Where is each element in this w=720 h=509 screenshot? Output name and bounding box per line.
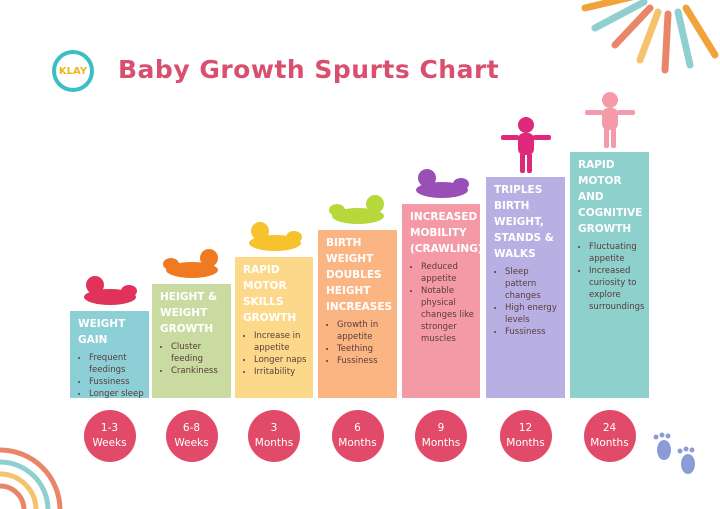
- age-unit: Weeks: [174, 437, 209, 449]
- stage-sign: Increased curiosity to explore surroundi…: [589, 265, 644, 313]
- stage-sign: Sleep pattern changes: [505, 266, 560, 302]
- age-number: 6-8: [182, 422, 201, 434]
- footprints-icon: [653, 432, 695, 474]
- stage-sign: Frequent feedings: [89, 352, 144, 376]
- stage-sign: Fluctuating appetite: [589, 241, 644, 265]
- baby-figure-icon: [501, 117, 551, 173]
- stage-signs: Growth in appetiteTeethingFussiness: [326, 319, 392, 367]
- stage-sign: Longer naps: [254, 354, 308, 366]
- baby-figure-icon: [249, 222, 302, 251]
- stage-column: BIRTH WEIGHT DOUBLES HEIGHT INCREASES Gro…: [318, 230, 397, 398]
- age-number: 1-3: [100, 422, 119, 434]
- age-unit: Months: [590, 437, 629, 449]
- stage-signs: Cluster feedingCrankiness: [160, 341, 226, 377]
- stage-sign: Fussiness: [505, 326, 560, 338]
- stage-signs: Fluctuating appetiteIncreased curiosity …: [578, 241, 644, 313]
- age-number: 12: [518, 422, 533, 434]
- age-badge: 12 Months: [499, 410, 552, 462]
- stage-sign: Notable physical changes like stronger m…: [421, 285, 475, 345]
- age-unit: Months: [254, 437, 294, 449]
- stage-column: RAPID MOTOR SKILLS GROWTH Increase in app…: [235, 257, 313, 398]
- age-number: 6: [354, 422, 361, 434]
- stage-heading: BIRTH WEIGHT DOUBLES HEIGHT INCREASES: [326, 237, 393, 313]
- page-title: Baby Growth Spurts Chart: [118, 55, 500, 84]
- age-badge: 1-3 Weeks: [83, 410, 136, 462]
- stage-heading: INCREASED MOBILITY (CRAWLING): [410, 211, 483, 255]
- stage-signs: Increase in appetiteLonger napsIrritabil…: [243, 330, 308, 378]
- age-badge: 9 Months: [415, 410, 467, 462]
- stage-sign: High energy levels: [505, 302, 560, 326]
- rainbow-decoration: [0, 447, 63, 509]
- stage-sign: Irritability: [254, 366, 308, 378]
- age-badge: 6 Months: [331, 410, 384, 462]
- stage-column: HEIGHT & WEIGHT GROWTH Cluster feedingCra…: [152, 284, 231, 398]
- stage-sign: Increase in appetite: [254, 330, 308, 354]
- stage-column: WEIGHT GAIN Frequent feedingsFussinessLon…: [70, 311, 149, 400]
- stage-sign: Fussiness: [337, 355, 392, 367]
- age-badge: 24 Months: [583, 410, 636, 462]
- stage-sign: Teething: [337, 343, 392, 355]
- stage-heading: HEIGHT & WEIGHT GROWTH: [160, 291, 218, 335]
- stage-sign: Longer sleep: [89, 388, 144, 400]
- stage-signs: Reduced appetiteNotable physical changes…: [410, 261, 475, 345]
- age-number: 9: [437, 422, 445, 434]
- age-unit: Months: [506, 437, 545, 449]
- stage-sign: Fussiness: [89, 376, 144, 388]
- baby-figure-icon: [329, 195, 384, 224]
- stage-heading: TRIPLES BIRTH WEIGHT, STANDS & WALKS: [494, 184, 554, 260]
- sun-rays-decoration: [581, 0, 719, 74]
- age-badge: 3 Months: [248, 410, 300, 462]
- stage-signs: Sleep pattern changesHigh energy levelsF…: [494, 266, 560, 338]
- age-number: 3: [270, 422, 278, 434]
- stage-sign: Growth in appetite: [337, 319, 392, 343]
- age-badge: 6-8 Weeks: [165, 410, 218, 462]
- stage-heading: RAPID MOTOR SKILLS GROWTH: [243, 264, 297, 324]
- baby-figure-icon: [84, 276, 137, 305]
- stage-column: TRIPLES BIRTH WEIGHT, STANDS & WALKSSlee…: [486, 177, 565, 398]
- baby-figure-icon: [585, 92, 635, 148]
- klay-logo: KLAY: [52, 50, 94, 92]
- stage-sign: Crankiness: [171, 365, 226, 377]
- stage-signs: Frequent feedingsFussinessLonger sleep: [78, 352, 144, 400]
- age-unit: Weeks: [92, 437, 127, 449]
- age-number: 24: [602, 422, 617, 434]
- stage-sign: Cluster feeding: [171, 341, 226, 365]
- stage-column: RAPID MOTOR AND COGNITIVE GROWTHFluctuat…: [570, 152, 649, 398]
- stage-sign: Reduced appetite: [421, 261, 475, 285]
- stage-heading: WEIGHT GAIN: [78, 318, 126, 346]
- age-unit: Months: [338, 437, 377, 449]
- age-unit: Months: [421, 437, 461, 449]
- stage-heading: RAPID MOTOR AND COGNITIVE GROWTH: [578, 159, 643, 235]
- baby-figure-icon: [416, 169, 469, 198]
- baby-figure-icon: [163, 249, 218, 278]
- stage-column: INCREASED MOBILITY (CRAWLING) Reduced app…: [402, 204, 483, 398]
